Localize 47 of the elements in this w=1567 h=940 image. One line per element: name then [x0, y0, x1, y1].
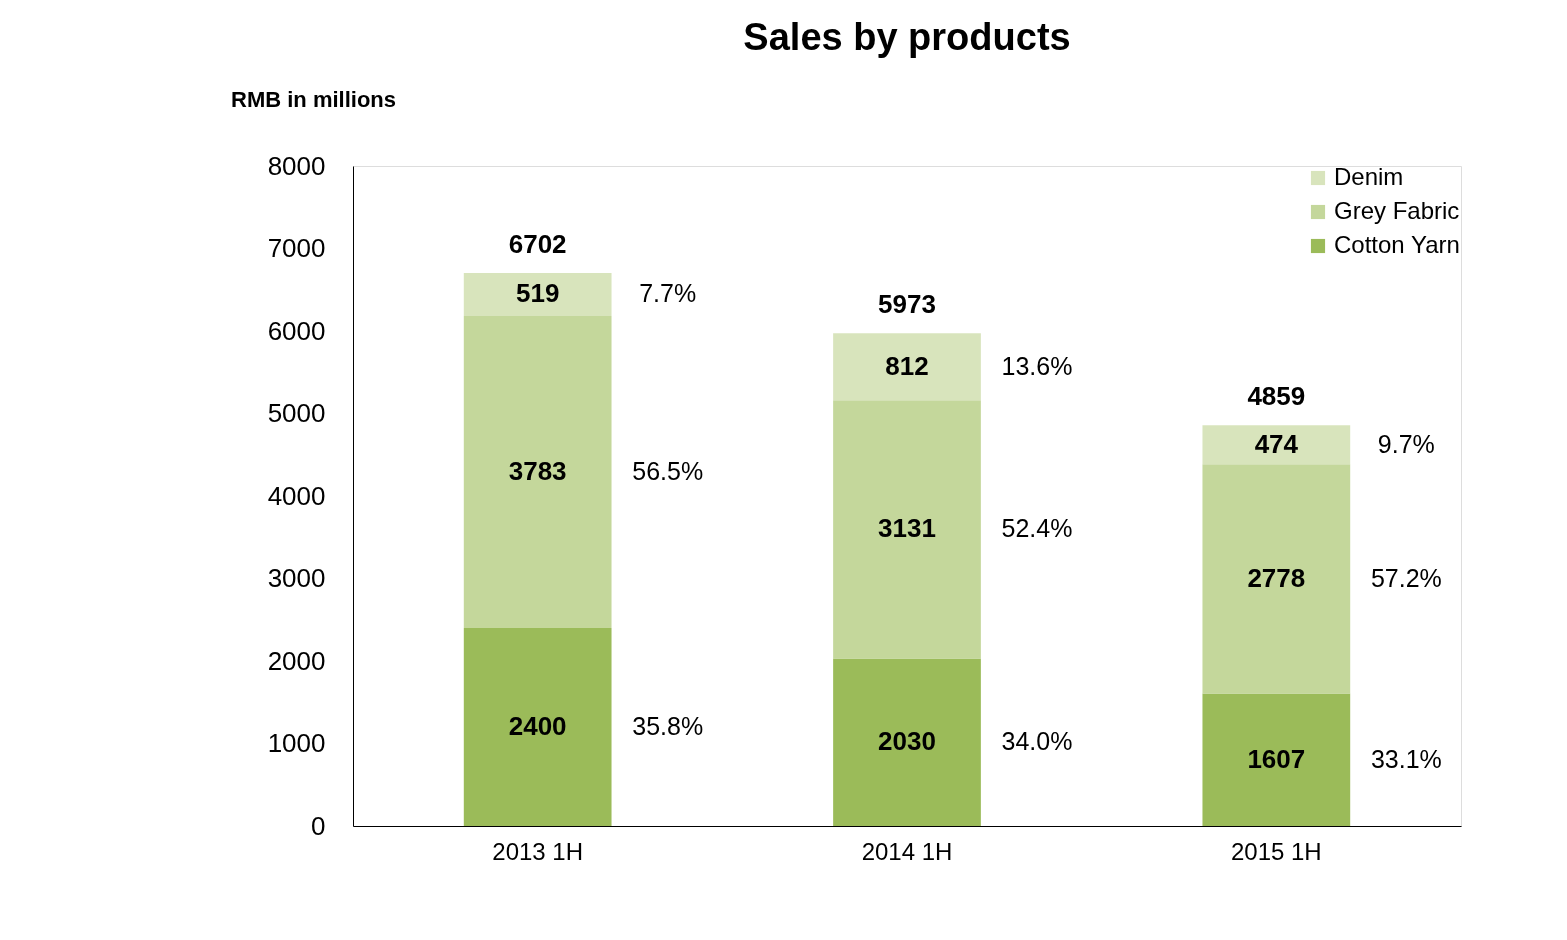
x-tick-label: 2013 1H [492, 837, 584, 865]
bar [833, 658, 981, 826]
data-label: 2030 [878, 726, 936, 757]
total-label: 4859 [1247, 381, 1306, 412]
legend-label: Denim [1334, 163, 1404, 190]
y-tick-label: 6000 [267, 315, 326, 346]
annotation: 56.5% [632, 456, 704, 485]
annotation: 7.7% [639, 279, 697, 308]
data-label: 474 [1254, 428, 1299, 459]
annotation: 33.1% [1370, 744, 1442, 773]
data-label: 2400 [508, 711, 567, 741]
data-label: 3783 [508, 455, 567, 486]
bar [463, 273, 612, 316]
annotation: 34.0% [1001, 727, 1073, 756]
data-label: 2778 [1247, 562, 1306, 593]
bar [1202, 464, 1351, 694]
y-tick-label: 7000 [267, 233, 326, 263]
x-tick-label: 2014 1H [861, 837, 953, 865]
legend-label: Cotton Yarn [1334, 231, 1460, 258]
bar [463, 628, 612, 826]
y-tick-label: 2000 [267, 645, 326, 676]
y-tick-label: 4000 [267, 480, 326, 511]
bar [1202, 693, 1351, 826]
annotation: 13.6% [1001, 351, 1073, 380]
annotation: 52.4% [1001, 514, 1073, 543]
bar [833, 400, 981, 659]
annotation: 57.2% [1370, 563, 1442, 592]
legend-label: Grey Fabric [1334, 197, 1460, 224]
x-tick-label: 2015 1H [1230, 837, 1322, 865]
bar [1202, 425, 1351, 465]
y-axis-title: RMB in millions [231, 86, 396, 112]
y-tick-label: 3000 [267, 563, 326, 593]
y-tick-label: 8000 [267, 150, 326, 181]
annotation: 9.7% [1377, 429, 1435, 458]
chart-title: Sales by products [743, 16, 1071, 58]
total-label: 5973 [878, 289, 936, 320]
data-label: 3131 [878, 513, 936, 544]
total-label: 6702 [508, 229, 567, 260]
data-label: 1607 [1247, 743, 1306, 774]
bar [833, 333, 981, 401]
y-tick-label: 1000 [267, 728, 326, 758]
data-label: 812 [885, 350, 929, 381]
data-label: 519 [515, 278, 560, 309]
y-tick-label: 5000 [267, 398, 326, 428]
y-tick-label: 0 [311, 810, 326, 841]
annotation: 35.8% [632, 712, 704, 740]
bar [463, 315, 612, 628]
